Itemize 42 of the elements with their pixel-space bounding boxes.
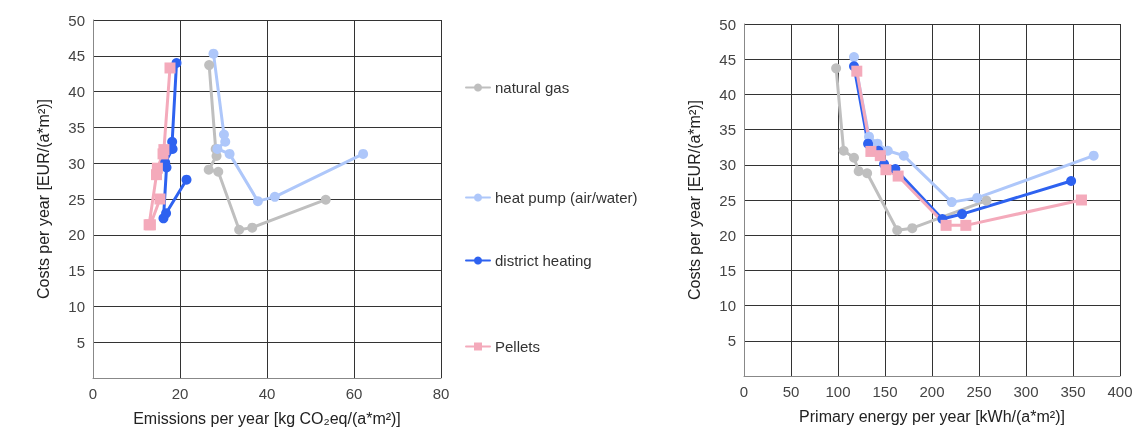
y-axis-title: Costs per year [EUR/(a*m²)] [34,98,52,300]
y-tick-label: 45 [719,50,736,68]
y-tick-label: 50 [68,11,85,29]
legend-label: natural gas [495,79,570,96]
y-tick-label: 25 [719,191,736,209]
x-tick-label: 80 [432,385,450,402]
y-tick-label: 15 [719,261,736,279]
x-tick-label: 400 [1107,383,1133,400]
x-axis-title: Primary energy per year [kWh/(a*m²)] [799,407,1065,425]
y-tick-label: 15 [68,262,85,280]
y-tick-label: 50 [719,15,736,33]
y-tick-label: 30 [719,156,736,174]
y-tick-label: 20 [719,226,736,244]
y-tick-label: 35 [719,121,736,139]
x-tick-label: 0 [88,385,98,402]
y-tick-label: 35 [68,118,85,136]
legend-label: Pellets [495,338,541,355]
x-tick-label: 50 [782,383,800,400]
y-tick-label: 10 [719,297,736,315]
x-tick-label: 20 [171,385,189,402]
legend-label: district heating [495,252,592,269]
x-axis-title: Emissions per year [kg CO₂eq/(a*m²)] [133,409,401,427]
y-tick-label: 5 [727,332,736,350]
legend-label: heat pump (air/water) [495,189,638,206]
x-tick-label: 60 [345,385,363,402]
x-tick-label: 350 [1060,383,1086,400]
y-tick-label: 5 [76,333,85,351]
y-axis-title: Costs per year [EUR/(a*m²)] [685,99,703,301]
x-tick-label: 250 [966,383,992,400]
y-tick-label: 20 [68,226,85,244]
x-tick-label: 300 [1013,383,1039,400]
x-tick-label: 150 [872,383,898,400]
x-tick-label: 100 [825,383,851,400]
x-tick-label: 0 [739,383,749,400]
y-tick-label: 40 [719,85,736,103]
y-tick-label: 25 [68,190,85,208]
x-tick-label: 200 [919,383,945,400]
y-tick-label: 45 [68,47,85,65]
y-tick-label: 40 [68,83,85,101]
y-tick-label: 10 [68,297,85,315]
y-tick-label: 30 [68,154,85,172]
x-tick-label: 40 [258,385,276,402]
